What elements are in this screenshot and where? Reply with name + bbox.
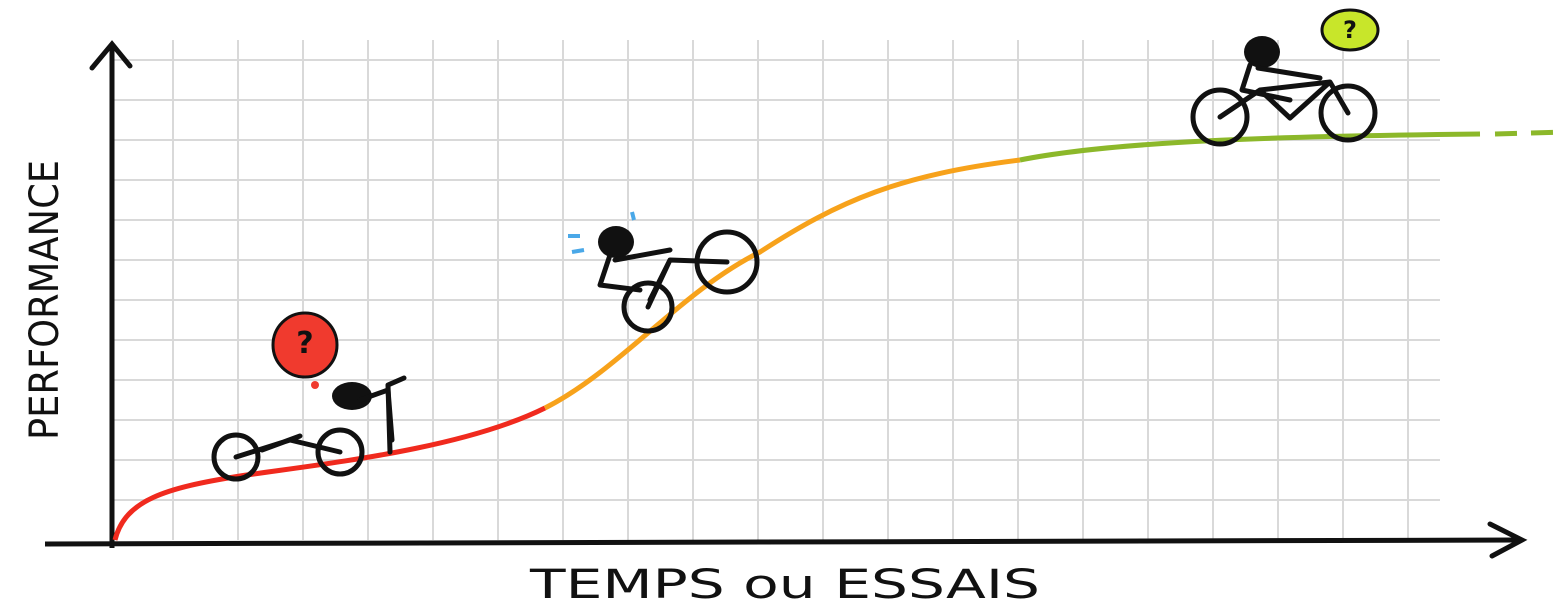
bubble-text: ? bbox=[296, 326, 313, 361]
y-axis-label: PERFORMANCE bbox=[22, 160, 68, 440]
curve-green bbox=[1020, 134, 1480, 160]
bubble-text: ? bbox=[1343, 16, 1357, 44]
head bbox=[598, 226, 634, 258]
cyclist-expert: ? bbox=[1193, 10, 1378, 144]
dot bbox=[311, 381, 319, 389]
x-axis bbox=[45, 540, 1520, 544]
diagram: ? ? PERFORMANCE TEMPS ou ESSAIS bbox=[0, 0, 1566, 607]
curve-dashed bbox=[1495, 132, 1566, 134]
page: ? ? PERFORMANCE TEMPS ou ESSAIS (() => {… bbox=[0, 0, 1566, 607]
x-axis-label: TEMPS ou ESSAIS bbox=[529, 562, 1040, 607]
curve-orange bbox=[545, 160, 1020, 408]
